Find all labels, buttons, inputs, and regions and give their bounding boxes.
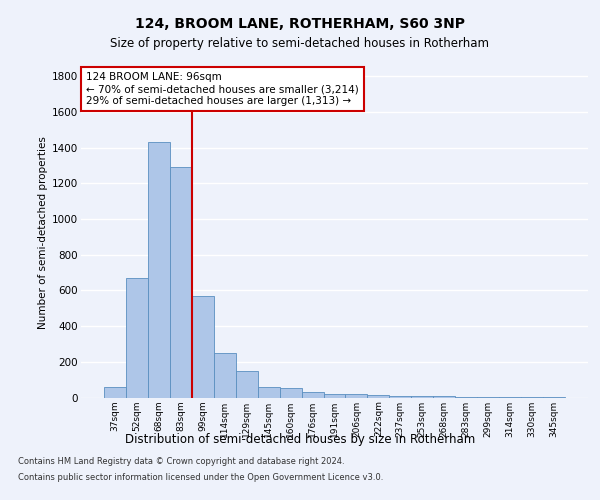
- Bar: [302, 392, 323, 398]
- Bar: [236, 370, 257, 398]
- Bar: [433, 396, 455, 398]
- Bar: [412, 396, 433, 398]
- Y-axis label: Number of semi-detached properties: Number of semi-detached properties: [38, 136, 48, 329]
- Bar: [104, 387, 126, 398]
- Bar: [126, 278, 148, 398]
- Bar: [323, 394, 346, 398]
- Text: Size of property relative to semi-detached houses in Rotherham: Size of property relative to semi-detach…: [110, 38, 490, 51]
- Bar: [389, 396, 412, 398]
- Bar: [280, 388, 302, 398]
- Text: Contains HM Land Registry data © Crown copyright and database right 2024.: Contains HM Land Registry data © Crown c…: [18, 458, 344, 466]
- Bar: [455, 396, 477, 398]
- Text: Distribution of semi-detached houses by size in Rotherham: Distribution of semi-detached houses by …: [125, 432, 475, 446]
- Bar: [214, 353, 236, 398]
- Text: Contains public sector information licensed under the Open Government Licence v3: Contains public sector information licen…: [18, 472, 383, 482]
- Bar: [499, 396, 521, 398]
- Bar: [346, 394, 367, 398]
- Bar: [148, 142, 170, 398]
- Bar: [367, 395, 389, 398]
- Bar: [543, 396, 565, 398]
- Bar: [477, 396, 499, 398]
- Bar: [192, 296, 214, 398]
- Bar: [170, 168, 192, 398]
- Text: 124, BROOM LANE, ROTHERHAM, S60 3NP: 124, BROOM LANE, ROTHERHAM, S60 3NP: [135, 18, 465, 32]
- Bar: [521, 396, 543, 398]
- Text: 124 BROOM LANE: 96sqm
← 70% of semi-detached houses are smaller (3,214)
29% of s: 124 BROOM LANE: 96sqm ← 70% of semi-deta…: [86, 72, 359, 106]
- Bar: [257, 387, 280, 398]
